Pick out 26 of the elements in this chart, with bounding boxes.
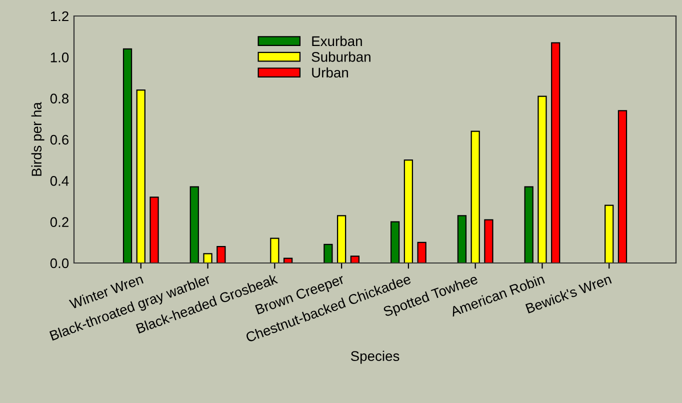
legend-label: Exurban <box>312 36 362 46</box>
bar <box>618 110 628 263</box>
legend-label: Urban <box>312 67 348 78</box>
bar <box>190 186 199 263</box>
bar <box>551 42 560 263</box>
bar <box>216 246 226 263</box>
bar <box>417 242 426 263</box>
bar <box>150 196 159 263</box>
y-tick-label: 0.4 <box>50 176 69 186</box>
bar <box>457 215 467 263</box>
y-tick-label: 0.2 <box>50 217 68 228</box>
bar <box>524 186 534 263</box>
y-axis-title: Birds per ha <box>31 102 44 176</box>
bar <box>390 221 400 263</box>
y-tick-label: 1.0 <box>50 52 69 62</box>
bar <box>324 244 333 263</box>
y-tick-label: 0.8 <box>50 94 69 104</box>
y-tick-label: 1.2 <box>50 11 68 22</box>
bar <box>484 219 494 263</box>
legend-label: Suburban <box>312 52 370 62</box>
y-tick-label: 0.0 <box>50 258 69 268</box>
y-tick-label: 0.6 <box>50 134 69 145</box>
bar <box>283 258 293 263</box>
x-axis-title: Species <box>350 350 400 364</box>
bar <box>350 256 360 263</box>
bar <box>122 48 132 263</box>
